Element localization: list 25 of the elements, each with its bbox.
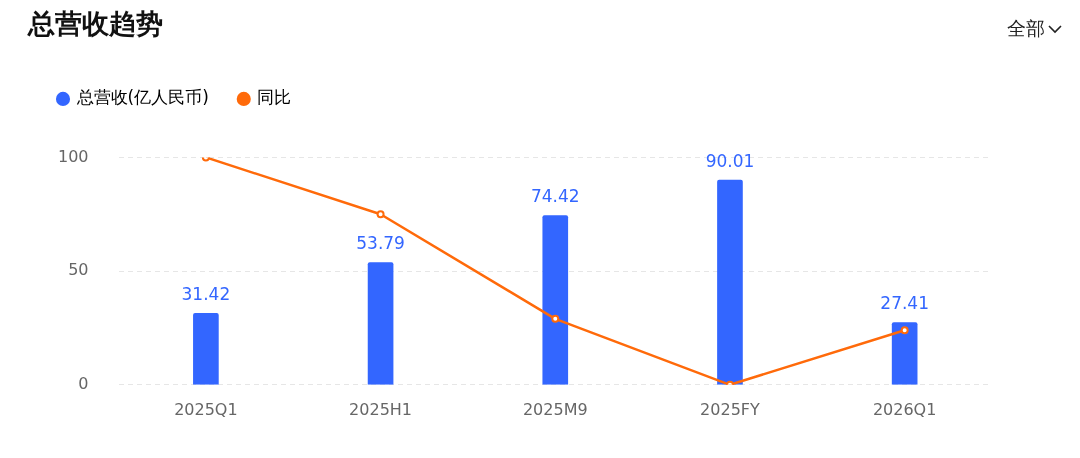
x-tick-label: 2025FY (700, 399, 761, 419)
bar (891, 322, 918, 385)
y-tick-label: 50 (68, 260, 89, 280)
data-label: 90.01 (705, 151, 755, 172)
text: 全部 (1007, 16, 1045, 41)
bar (193, 313, 219, 385)
bar (367, 262, 394, 385)
y-tick-label: 100 (57, 146, 89, 166)
bar (717, 179, 743, 385)
chart-title: 总营收趋势 (27, 8, 163, 40)
legend-label: 总营收(亿人民币) (75, 87, 209, 108)
data-label: 53.79 (356, 233, 405, 254)
bar (542, 215, 569, 385)
legend-label: 同比 (257, 87, 292, 108)
x-tick-label: 2025Q1 (174, 399, 238, 419)
x-tick-label: 2026Q1 (872, 399, 937, 419)
data-label: 27.41 (880, 293, 929, 314)
x-tick-label: 2025H1 (349, 399, 413, 419)
point (376, 210, 385, 219)
point (900, 326, 909, 335)
y-tick-label: 0 (78, 373, 89, 393)
data-label: 31.42 (181, 284, 231, 305)
point (551, 314, 560, 323)
x-tick-label: 2025M9 (522, 399, 588, 419)
data-label: 74.42 (530, 186, 580, 207)
